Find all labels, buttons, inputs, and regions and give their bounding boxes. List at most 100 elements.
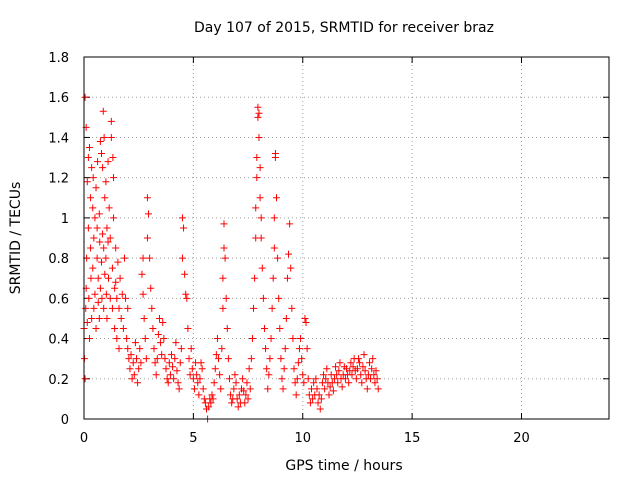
data-point xyxy=(336,359,344,367)
data-point xyxy=(183,294,191,302)
y-axis-label: SRMTID / TECUs xyxy=(8,182,24,295)
data-point xyxy=(215,355,223,363)
data-point xyxy=(254,113,262,121)
data-point xyxy=(257,234,265,242)
data-point xyxy=(235,391,243,399)
data-point xyxy=(125,355,133,363)
data-point xyxy=(177,345,185,353)
data-point xyxy=(330,375,338,383)
data-point xyxy=(212,351,220,359)
data-point xyxy=(189,375,197,383)
data-point xyxy=(338,383,346,391)
data-point xyxy=(316,405,324,413)
data-point xyxy=(207,399,215,407)
x-tick-label: 10 xyxy=(294,431,311,446)
data-point xyxy=(188,365,196,373)
data-point xyxy=(145,210,153,218)
data-point xyxy=(102,290,110,298)
data-point xyxy=(370,371,378,379)
data-point xyxy=(361,367,369,375)
data-point xyxy=(178,254,186,262)
data-point xyxy=(220,244,228,252)
data-point xyxy=(99,230,107,238)
data-point xyxy=(89,174,97,182)
data-point xyxy=(98,294,106,302)
data-point xyxy=(253,154,261,162)
data-point xyxy=(91,290,99,298)
data-point xyxy=(178,214,186,222)
x-tick-label: 5 xyxy=(189,431,197,446)
data-point xyxy=(352,375,360,383)
data-point xyxy=(295,345,303,353)
y-tick-label: 1.4 xyxy=(48,131,69,146)
data-point xyxy=(317,395,325,403)
data-point xyxy=(162,365,170,373)
data-point xyxy=(263,365,271,373)
data-point xyxy=(123,335,131,343)
data-point xyxy=(290,365,298,373)
data-point xyxy=(181,270,189,278)
data-point xyxy=(100,244,108,252)
data-point xyxy=(116,274,124,282)
data-point xyxy=(147,284,155,292)
data-point xyxy=(96,284,104,292)
data-point xyxy=(161,355,169,363)
data-point xyxy=(369,355,377,363)
data-point xyxy=(300,379,308,387)
data-point xyxy=(84,154,92,162)
data-point xyxy=(233,395,241,403)
data-point xyxy=(85,144,93,151)
data-point xyxy=(279,385,287,393)
x-tick-label: 15 xyxy=(404,431,421,446)
data-point xyxy=(222,294,230,302)
x-axis-label: GPS time / hours xyxy=(285,458,402,474)
data-point xyxy=(85,335,93,343)
data-point xyxy=(306,399,314,407)
data-point xyxy=(274,254,282,262)
data-point xyxy=(96,137,104,145)
data-point xyxy=(359,363,367,371)
data-point xyxy=(153,355,161,363)
data-point xyxy=(87,274,95,282)
data-point xyxy=(105,204,113,212)
data-point xyxy=(244,395,252,403)
data-point xyxy=(253,174,261,182)
data-point xyxy=(99,107,107,115)
data-point xyxy=(245,365,253,373)
data-point xyxy=(90,234,98,242)
data-point xyxy=(240,387,248,395)
data-point xyxy=(108,304,116,312)
data-point xyxy=(194,379,202,387)
data-point xyxy=(314,399,322,407)
data-point xyxy=(303,345,311,353)
data-point xyxy=(225,375,233,383)
data-point xyxy=(104,158,112,166)
data-point xyxy=(322,375,330,383)
data-point xyxy=(232,379,240,387)
data-point xyxy=(96,238,104,246)
data-point xyxy=(110,214,118,222)
data-point xyxy=(87,244,95,252)
data-point xyxy=(83,318,91,326)
data-point xyxy=(149,325,157,332)
data-point xyxy=(134,379,142,387)
data-point xyxy=(95,210,103,218)
data-point xyxy=(124,304,132,312)
data-point xyxy=(304,375,312,383)
y-tick-label: 0.8 xyxy=(48,252,69,267)
data-point xyxy=(209,395,217,403)
data-point xyxy=(252,204,260,212)
chart-title: Day 107 of 2015, SRMTID for receiver bra… xyxy=(194,20,494,36)
data-point xyxy=(140,314,148,322)
data-point xyxy=(122,294,130,302)
data-point xyxy=(312,375,320,383)
y-tick-label: 1 xyxy=(61,212,69,227)
data-point xyxy=(360,351,368,359)
data-point xyxy=(124,345,132,353)
data-point xyxy=(255,133,263,141)
data-point xyxy=(258,264,266,272)
data-point xyxy=(266,355,274,363)
data-point xyxy=(355,355,363,363)
data-point xyxy=(155,314,163,322)
data-point xyxy=(230,385,238,393)
